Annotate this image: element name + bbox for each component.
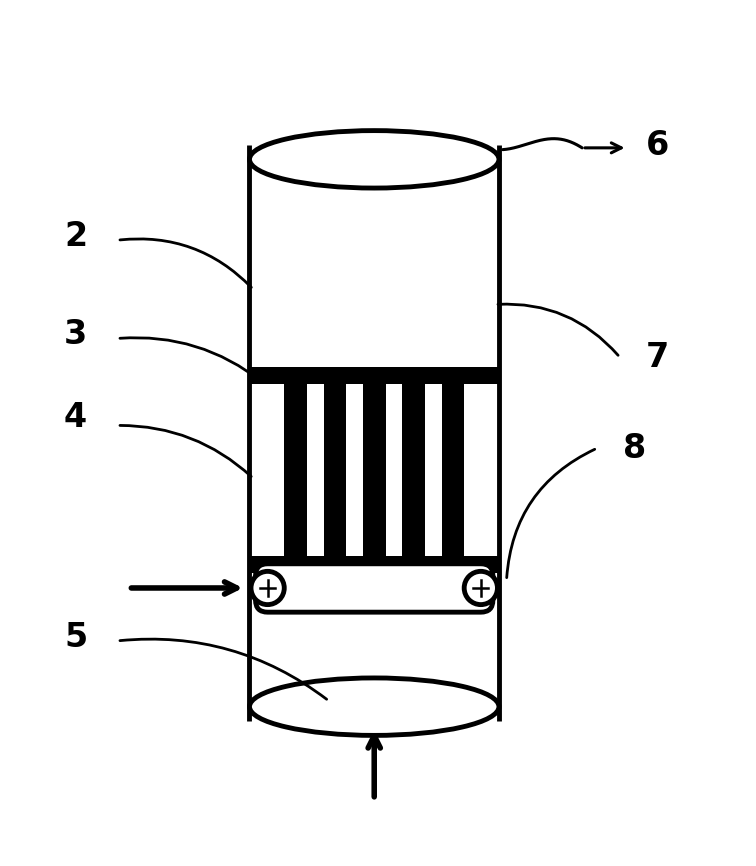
Bar: [284, 384, 307, 556]
Bar: [363, 384, 386, 556]
Text: 6: 6: [646, 129, 669, 162]
Bar: [442, 384, 464, 556]
Text: 4: 4: [64, 401, 87, 435]
Text: 8: 8: [624, 431, 646, 465]
FancyBboxPatch shape: [256, 564, 493, 612]
Bar: [249, 367, 499, 384]
Text: 7: 7: [646, 341, 669, 374]
Bar: [249, 159, 499, 707]
Bar: [402, 384, 425, 556]
Ellipse shape: [249, 131, 499, 188]
Text: 5: 5: [64, 621, 87, 654]
Text: 2: 2: [64, 220, 87, 253]
Bar: [249, 556, 499, 573]
Circle shape: [251, 572, 284, 604]
Text: 3: 3: [64, 318, 87, 352]
Bar: [324, 384, 346, 556]
Ellipse shape: [249, 678, 499, 735]
Circle shape: [464, 572, 497, 604]
